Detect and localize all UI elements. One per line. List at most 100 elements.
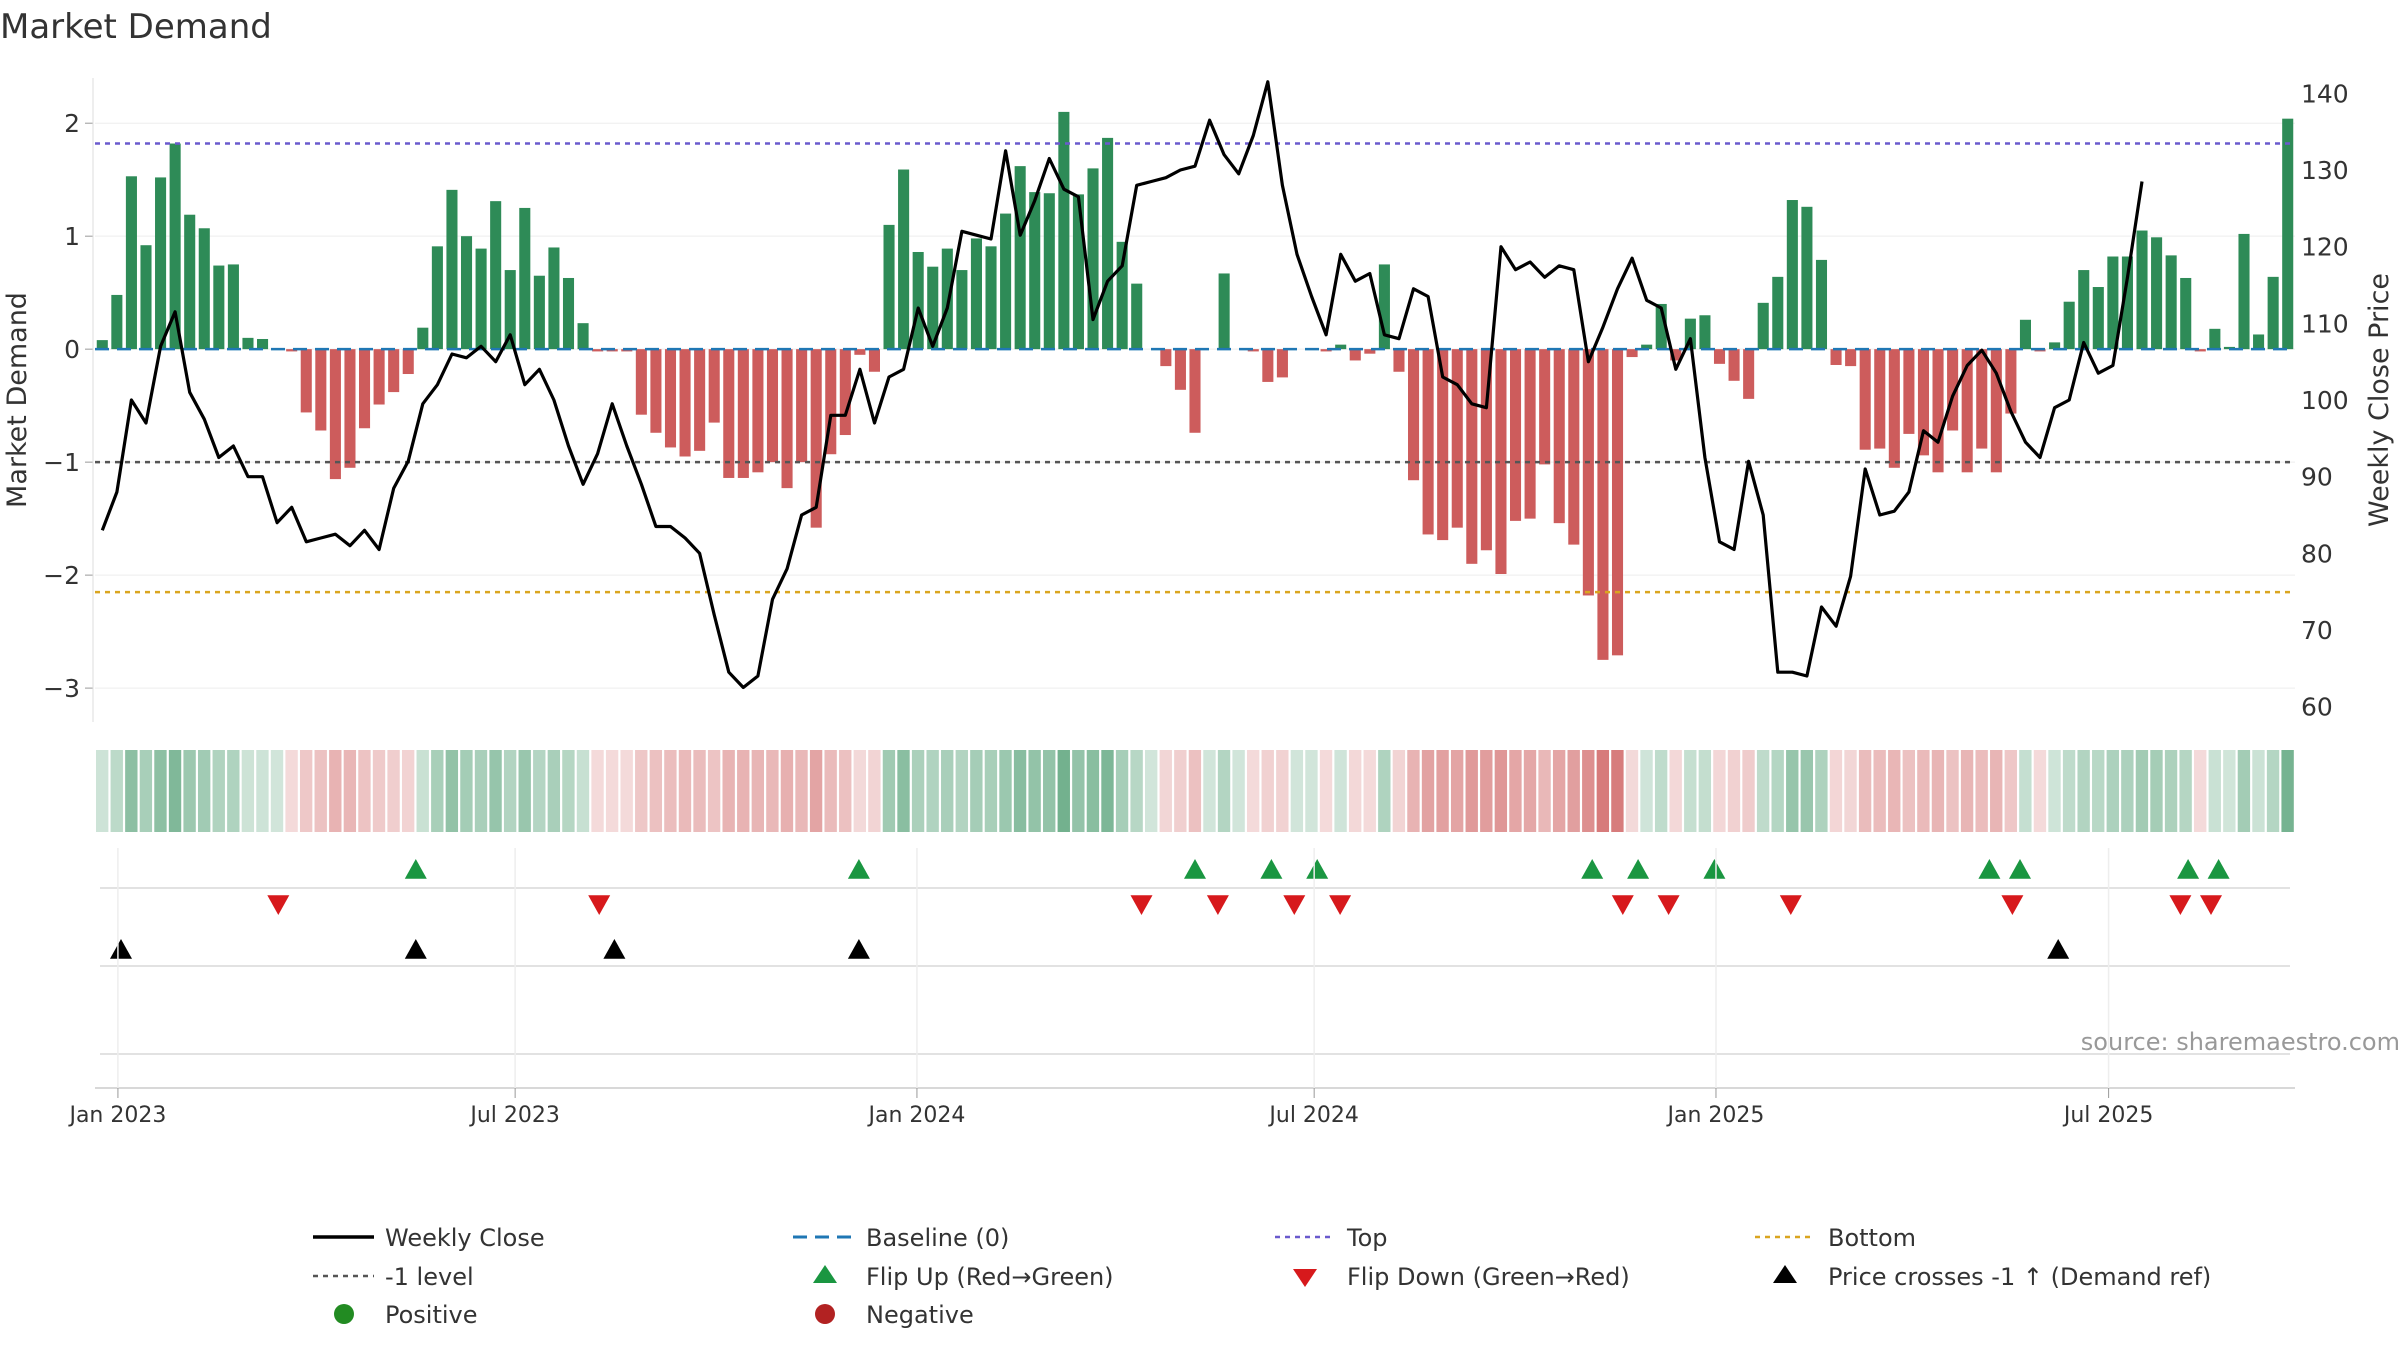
heat-cell-positive <box>955 750 968 832</box>
flip-up-marker <box>1978 859 2001 879</box>
heat-cell-positive <box>1043 750 1056 832</box>
heat-cell-negative <box>1509 750 1522 832</box>
y2-tick-label: 100 <box>2301 386 2349 415</box>
positive-bar <box>2136 230 2148 350</box>
legend-label: Weekly Close <box>385 1224 545 1252</box>
negative-bar <box>1495 349 1507 574</box>
positive-bar <box>1043 193 1055 350</box>
positive-bar <box>2121 256 2133 350</box>
heat-cell-negative <box>751 750 764 832</box>
heat-cell-negative <box>2194 750 2207 832</box>
heat-cell-negative <box>1276 750 1289 832</box>
negative-bar <box>1174 349 1186 390</box>
y-axis-label: Market Demand <box>2 292 33 508</box>
price-cross-marker <box>404 939 427 959</box>
x-tick-label: Jul 2024 <box>1267 1103 1359 1128</box>
heat-cell-positive <box>1654 750 1668 832</box>
positive-bar <box>96 340 108 350</box>
positive-bar <box>1655 303 1667 350</box>
x-tick-label: Jul 2025 <box>2062 1103 2154 1128</box>
positive-bar <box>242 337 254 350</box>
heat-cell-positive <box>1013 750 1027 832</box>
heat-cell-positive <box>1057 750 1070 832</box>
positive-bar <box>956 270 968 350</box>
flip-down-marker <box>2169 895 2192 915</box>
heat-cell-positive <box>1145 750 1158 832</box>
negative-bar <box>766 349 779 463</box>
negative-bar <box>854 349 866 355</box>
positive-bar <box>941 248 953 350</box>
heat-cell-positive <box>2048 750 2061 832</box>
negative-bar <box>1262 349 1274 382</box>
heat-cell-positive <box>2237 750 2251 832</box>
positive-bar <box>2209 328 2221 350</box>
flip-up-marker <box>1581 859 1604 879</box>
flip-down-marker <box>1206 895 1229 915</box>
flip-down-marker <box>267 895 290 915</box>
negative-bar <box>2194 349 2206 352</box>
heat-cell-positive <box>1072 750 1085 832</box>
heat-cell-negative <box>1319 750 1333 832</box>
heat-cell-negative <box>853 750 866 832</box>
heat-cell-positive <box>2019 750 2032 832</box>
heat-cell-positive <box>445 750 459 832</box>
heat-cell-negative <box>605 750 619 832</box>
positive-bar <box>1116 241 1128 350</box>
negative-bar <box>1582 349 1594 596</box>
positive-bar <box>2253 334 2265 350</box>
negative-bar <box>1539 349 1551 465</box>
flip-up-marker <box>1260 859 1283 879</box>
triangle-up-icon <box>813 1265 837 1283</box>
heat-cell-positive <box>2062 750 2076 832</box>
negative-bar <box>359 349 371 429</box>
heat-cell-negative <box>722 750 735 832</box>
negative-bar <box>1276 349 1288 378</box>
heat-cell-positive <box>1086 750 1100 832</box>
heat-cell-positive <box>984 750 998 832</box>
negative-bar <box>1728 349 1740 381</box>
negative-bar <box>1845 349 1857 367</box>
heat-cell-negative <box>1174 750 1187 832</box>
heat-cell-positive <box>1130 750 1143 832</box>
heat-cell-positive <box>911 750 925 832</box>
positive-bar <box>184 214 196 350</box>
heat-cell-positive <box>2252 750 2265 832</box>
heat-cell-positive <box>125 750 138 832</box>
heat-cell-negative <box>1742 750 1755 832</box>
heat-cell-positive <box>489 750 502 832</box>
legend-label: Top <box>1346 1224 1388 1252</box>
heat-cell-negative <box>1450 750 1464 832</box>
flip-down-marker <box>1130 895 1153 915</box>
positive-bar <box>1641 344 1653 350</box>
positive-bar <box>985 246 997 350</box>
positive-bar <box>1014 166 1026 350</box>
y-tick-label: 0 <box>64 335 80 364</box>
heat-cell-positive <box>1800 750 1814 832</box>
negative-bar <box>1553 349 1565 524</box>
flip-up-marker <box>2177 859 2200 879</box>
weekly-close-line <box>100 80 2144 690</box>
negative-bar <box>1713 349 1726 364</box>
heat-cell-negative <box>372 750 386 832</box>
heat-cell-positive <box>897 750 910 832</box>
heat-cell-positive <box>139 750 153 832</box>
negative-bar <box>1320 349 1332 352</box>
heat-cell-negative <box>1494 750 1508 832</box>
y2-tick-label: 90 <box>2301 463 2333 492</box>
negative-bar <box>650 349 662 433</box>
heat-cell-negative <box>1975 750 1988 832</box>
heat-cell-positive <box>460 750 473 832</box>
negative-bar <box>1480 349 1492 551</box>
legend: Weekly Close Baseline (0) Top Bottom -1 … <box>313 1224 2211 1329</box>
y2-tick-label: 120 <box>2301 233 2349 262</box>
heat-cell-negative <box>1465 750 1478 832</box>
heat-cell-positive <box>576 750 590 832</box>
heat-cell-negative <box>299 750 313 832</box>
heat-cell-positive <box>2179 750 2192 832</box>
negative-bar <box>1874 349 1886 449</box>
flip-up-marker <box>1184 859 1206 879</box>
heat-cell-positive <box>1101 750 1114 832</box>
heat-cell-negative <box>1844 750 1857 832</box>
y2-tick-label: 130 <box>2301 156 2349 185</box>
negative-bar <box>1830 349 1842 365</box>
